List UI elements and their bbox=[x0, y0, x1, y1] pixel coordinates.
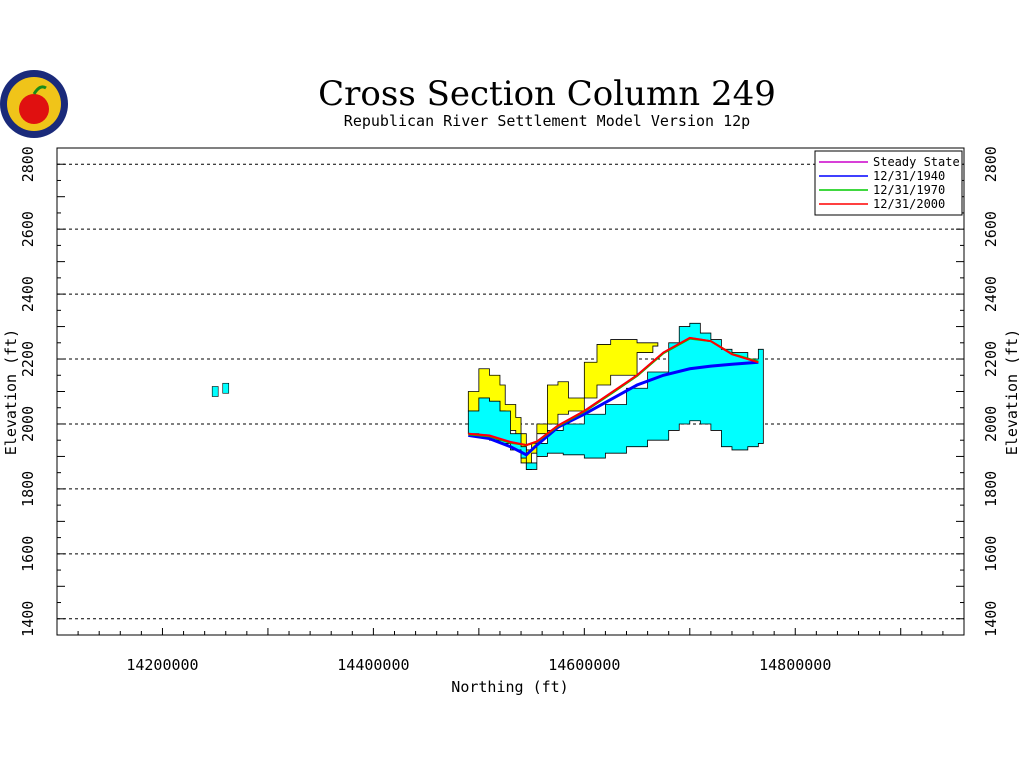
y-tick-label-right: 2000 bbox=[982, 406, 1000, 442]
legend-entries: Steady State12/31/194012/31/197012/31/20… bbox=[819, 155, 960, 211]
head-lines bbox=[468, 336, 759, 457]
legend-label: 12/31/1970 bbox=[873, 183, 945, 197]
lower-layer-area bbox=[467, 322, 764, 470]
y-tick-label-left: 1400 bbox=[19, 601, 37, 637]
leaf-icon bbox=[32, 85, 47, 95]
legend-label: Steady State bbox=[873, 155, 960, 169]
y-tick-label-left: 2200 bbox=[19, 341, 37, 377]
y-tick-label-left: 2800 bbox=[19, 146, 37, 182]
x-axis-label: Northing (ft) bbox=[451, 678, 568, 696]
isolated-cell-mark bbox=[211, 386, 219, 397]
legend-label: 12/31/2000 bbox=[873, 197, 945, 211]
y-tick-label-right: 2200 bbox=[982, 341, 1000, 377]
y-tick-label-right: 2400 bbox=[982, 276, 1000, 312]
y-tick-label-right: 2600 bbox=[982, 211, 1000, 247]
series-line-3 bbox=[468, 336, 759, 447]
y-tick-label-right: 1400 bbox=[982, 601, 1000, 637]
y-tick-label-left: 1800 bbox=[19, 471, 37, 507]
grid-layer bbox=[57, 163, 964, 620]
y-tick-label-right: 1600 bbox=[982, 536, 1000, 572]
x-tick-label: 14600000 bbox=[548, 656, 620, 674]
x-axis-ticks: 14200000 14400000 14600000 14800000 bbox=[56, 628, 965, 674]
y-tick-label-left: 1600 bbox=[19, 536, 37, 572]
apple-icon bbox=[19, 94, 49, 124]
y-axis-ticks: 1400 1400 1600 1600 1800 1800 2000 2000 2200 2200… bbox=[19, 146, 1000, 637]
y-tick-label-right: 2800 bbox=[982, 146, 1000, 182]
legend-label: 12/31/1940 bbox=[873, 169, 945, 183]
series-line-1 bbox=[468, 360, 759, 457]
y-tick-label-left: 2400 bbox=[19, 276, 37, 312]
x-tick-label: 14400000 bbox=[337, 656, 409, 674]
isolated-marks bbox=[211, 382, 230, 397]
y-axis-label-left: Elevation (ft) bbox=[2, 329, 20, 455]
y-tick-label-right: 1800 bbox=[982, 471, 1000, 507]
x-tick-label: 14800000 bbox=[759, 656, 831, 674]
plot-frame bbox=[56, 147, 965, 636]
y-axis-label-right: Elevation (ft) bbox=[1003, 329, 1021, 455]
chart-subtitle: Republican River Settlement Model Versio… bbox=[344, 112, 750, 130]
legend: Steady State12/31/194012/31/197012/31/20… bbox=[814, 150, 963, 216]
isolated-cell-mark bbox=[222, 382, 230, 394]
y-tick-label-left: 2600 bbox=[19, 211, 37, 247]
x-tick-label: 14200000 bbox=[126, 656, 198, 674]
y-tick-label-left: 2000 bbox=[19, 406, 37, 442]
agency-logo bbox=[0, 70, 68, 138]
chart-title: Cross Section Column 249 bbox=[318, 74, 776, 114]
